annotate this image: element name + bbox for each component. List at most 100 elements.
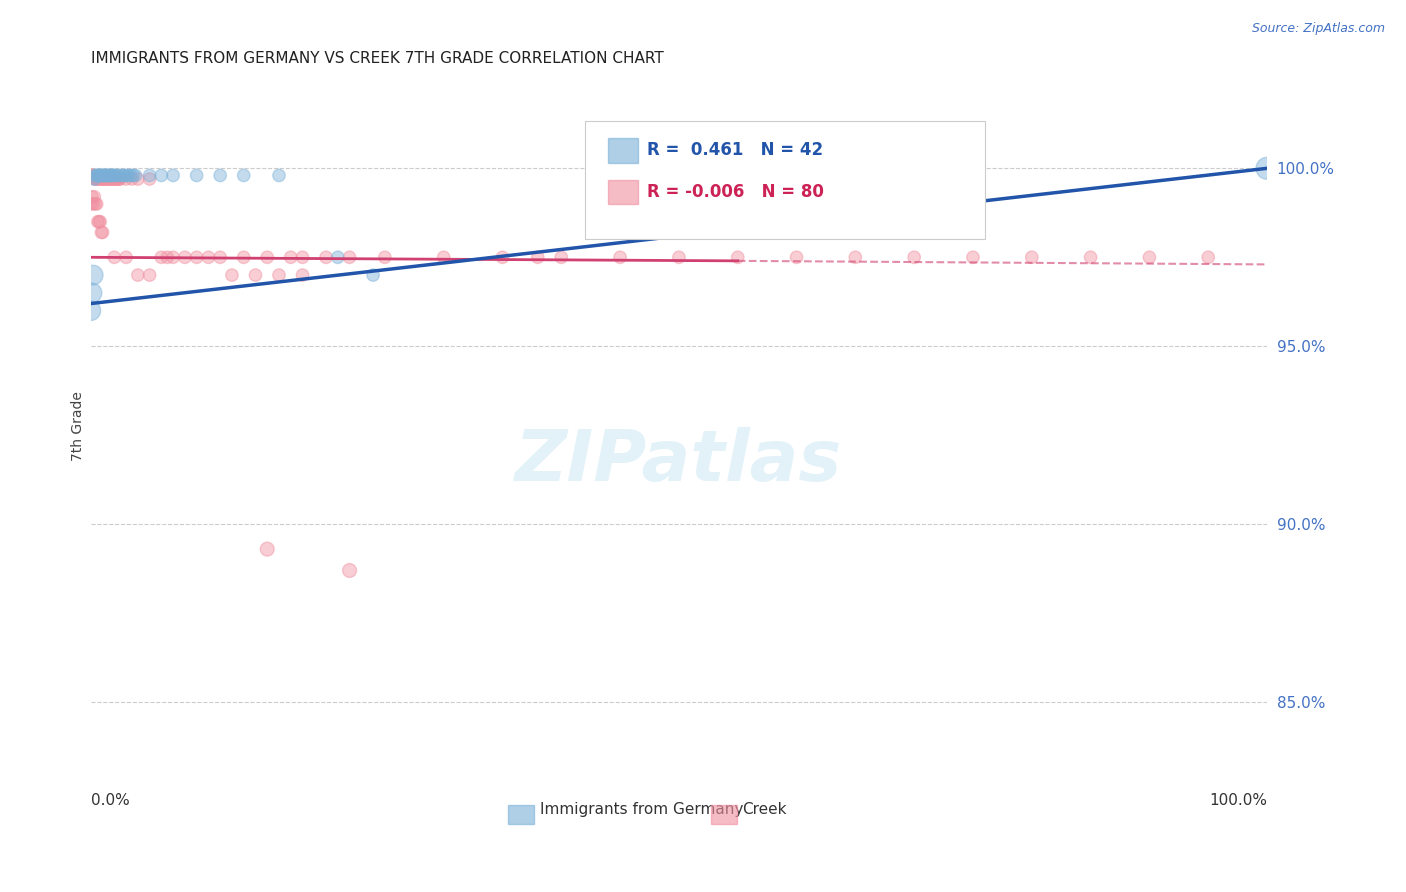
Point — [87, 172, 110, 186]
Point — [162, 169, 184, 183]
Point — [93, 169, 115, 183]
Point — [115, 250, 138, 264]
Point — [80, 285, 103, 300]
Point — [96, 172, 118, 186]
Point — [97, 169, 120, 183]
Point — [374, 250, 396, 264]
Point — [1139, 250, 1161, 264]
Point — [101, 172, 124, 186]
Point — [156, 250, 179, 264]
Point — [80, 303, 103, 318]
Point — [1256, 161, 1278, 176]
Point — [550, 250, 572, 264]
Text: Immigrants from Germany: Immigrants from Germany — [540, 802, 744, 817]
Point — [87, 169, 110, 183]
Point — [82, 169, 104, 183]
Point — [668, 250, 690, 264]
Point — [433, 250, 456, 264]
Point — [98, 169, 121, 183]
Point — [94, 169, 117, 183]
Text: R = -0.006   N = 80: R = -0.006 N = 80 — [647, 184, 824, 202]
FancyBboxPatch shape — [609, 180, 638, 204]
Point — [89, 215, 111, 229]
Point — [786, 250, 808, 264]
Point — [100, 169, 122, 183]
Point — [127, 268, 149, 282]
Point — [117, 169, 139, 183]
Point — [727, 169, 749, 183]
Point — [87, 172, 110, 186]
Point — [150, 169, 173, 183]
Point — [83, 172, 105, 186]
Point — [101, 169, 124, 183]
Point — [221, 268, 243, 282]
Point — [97, 172, 120, 186]
Point — [326, 250, 349, 264]
Point — [280, 250, 302, 264]
Point — [256, 542, 278, 557]
Point — [84, 197, 107, 211]
Point — [339, 250, 361, 264]
Point — [162, 250, 184, 264]
Point — [94, 169, 117, 183]
Point — [80, 169, 103, 183]
Point — [124, 169, 146, 183]
Text: R =  0.461   N = 42: R = 0.461 N = 42 — [647, 141, 824, 159]
Point — [87, 215, 110, 229]
Point — [1021, 250, 1043, 264]
Point — [91, 169, 114, 183]
Point — [93, 172, 115, 186]
Point — [105, 172, 128, 186]
FancyBboxPatch shape — [710, 805, 737, 824]
Point — [174, 250, 197, 264]
Point — [138, 172, 160, 186]
Point — [526, 250, 548, 264]
Text: 100.0%: 100.0% — [1209, 793, 1267, 807]
Point — [267, 169, 290, 183]
Point — [115, 172, 138, 186]
Point — [83, 190, 105, 204]
Point — [138, 169, 160, 183]
Point — [609, 250, 631, 264]
Point — [98, 172, 121, 186]
Point — [361, 268, 384, 282]
Point — [108, 172, 131, 186]
Point — [844, 250, 866, 264]
Point — [1080, 250, 1102, 264]
Point — [339, 564, 361, 578]
Point — [87, 215, 110, 229]
FancyBboxPatch shape — [509, 805, 534, 824]
Point — [87, 169, 110, 183]
Point — [209, 250, 232, 264]
Point — [1197, 250, 1219, 264]
Point — [103, 172, 125, 186]
Point — [90, 172, 112, 186]
Point — [209, 169, 232, 183]
Point — [120, 169, 142, 183]
Point — [110, 169, 132, 183]
Point — [245, 268, 267, 282]
Y-axis label: 7th Grade: 7th Grade — [72, 392, 86, 461]
Point — [90, 226, 112, 240]
Point — [267, 268, 290, 282]
Point — [121, 172, 143, 186]
Point — [103, 250, 125, 264]
Point — [82, 197, 104, 211]
Point — [291, 268, 314, 282]
Point — [96, 169, 118, 183]
Point — [91, 172, 114, 186]
Point — [186, 169, 208, 183]
FancyBboxPatch shape — [609, 138, 638, 162]
Point — [727, 250, 749, 264]
FancyBboxPatch shape — [585, 121, 984, 239]
Point — [82, 268, 104, 282]
Point — [291, 250, 314, 264]
Point — [83, 172, 105, 186]
Point — [84, 172, 107, 186]
Point — [105, 169, 128, 183]
Point — [101, 169, 124, 183]
Point — [100, 172, 122, 186]
Point — [138, 268, 160, 282]
Point — [91, 226, 114, 240]
Point — [104, 172, 127, 186]
